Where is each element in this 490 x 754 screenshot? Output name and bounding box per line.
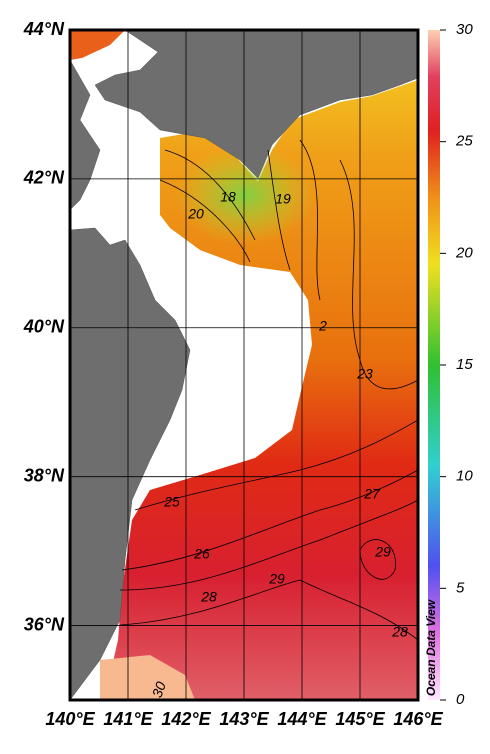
- lat-label: 38°N: [24, 465, 65, 485]
- contours: [119, 139, 419, 641]
- colorbar-label: 30: [456, 21, 473, 38]
- contour-label: 23: [356, 366, 373, 382]
- colorbar-label: 25: [455, 133, 473, 150]
- colorbar-label: 10: [456, 468, 473, 485]
- lon-label: 140°E: [45, 709, 95, 729]
- colorbar-label: 5: [456, 579, 465, 596]
- colorbar: [428, 30, 440, 700]
- map-frame: [68, 28, 420, 702]
- lon-label: 146°E: [393, 709, 443, 729]
- contour-label: 29: [268, 571, 285, 587]
- land: [69, 29, 419, 701]
- lon-label: 141°E: [103, 709, 153, 729]
- lat-label: 42°N: [23, 168, 65, 188]
- contour-label: 2: [318, 318, 327, 334]
- lat-label: 36°N: [24, 614, 65, 634]
- sea-field: [70, 30, 418, 700]
- colorbar-label: 0: [456, 691, 465, 708]
- contour-label: 29: [374, 544, 391, 560]
- contour-label: 28: [391, 624, 408, 640]
- colorbar-label: 15: [456, 356, 473, 373]
- watermark: Ocean Data View: [424, 599, 438, 696]
- contour-label: 28: [200, 589, 217, 605]
- contour-label: 18: [220, 189, 236, 205]
- contour-label: 25: [163, 494, 180, 510]
- contour-label: 20: [187, 206, 204, 222]
- lon-label: 145°E: [335, 709, 385, 729]
- contour-label: 30: [149, 679, 169, 699]
- colorbar-label: 20: [455, 244, 473, 261]
- contour-label: 26: [193, 546, 210, 562]
- lon-label: 143°E: [219, 709, 269, 729]
- lon-label: 142°E: [161, 709, 211, 729]
- contour-label: 19: [275, 191, 291, 207]
- lat-label: 44°N: [23, 19, 65, 39]
- lat-label: 40°N: [23, 317, 65, 337]
- contour-label: 27: [363, 486, 381, 502]
- lon-label: 144°E: [277, 709, 327, 729]
